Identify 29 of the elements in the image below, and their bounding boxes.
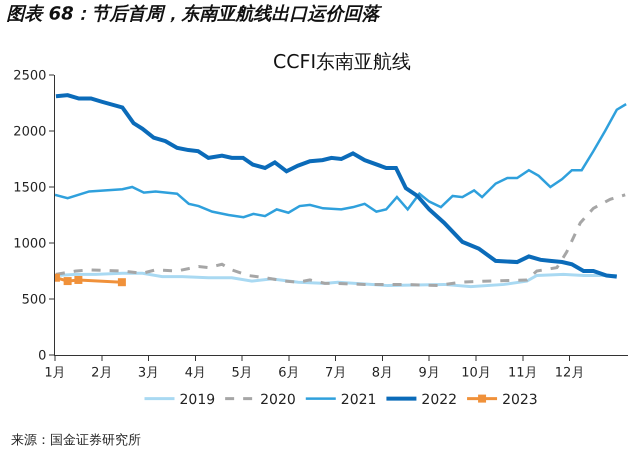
legend-label: 2021	[340, 392, 376, 408]
legend-label: 2020	[260, 392, 296, 408]
y-tick-label: 2500	[13, 68, 46, 84]
x-tick-label: 6月	[278, 366, 300, 381]
y-tick-label: 1500	[13, 180, 46, 196]
line-series	[55, 102, 628, 218]
x-tick-label: 3月	[138, 366, 160, 381]
y-tick-label: 1000	[13, 236, 46, 252]
x-tick-label: 5月	[231, 366, 253, 381]
legend-label: 2022	[421, 392, 458, 408]
x-tick-label: 1月	[44, 366, 66, 381]
y-tick-label: 500	[22, 292, 46, 308]
source-note: 来源：国金证券研究所	[11, 433, 141, 448]
line-series	[55, 193, 627, 288]
chart-title: 图表 68：节后首周，东南亚航线出口运价回落	[6, 4, 383, 24]
x-tick-label: 10月	[461, 366, 491, 381]
x-tick-label: 8月	[372, 366, 394, 381]
x-tick-label: 2月	[91, 366, 112, 381]
y-tick-label: 2000	[13, 124, 46, 140]
x-tick-label: 7月	[325, 366, 346, 381]
legend-label: 2023	[502, 392, 538, 408]
x-tick-label: 4月	[184, 366, 206, 381]
line-series	[55, 93, 619, 279]
x-tick-label: 9月	[418, 366, 440, 381]
y-tick-label: 0	[38, 348, 46, 364]
x-tick-label: 11月	[508, 366, 538, 381]
chart-subtitle: CCFI东南亚航线	[273, 51, 412, 73]
legend-label: 2019	[180, 392, 216, 408]
x-tick-label: 12月	[554, 366, 584, 381]
